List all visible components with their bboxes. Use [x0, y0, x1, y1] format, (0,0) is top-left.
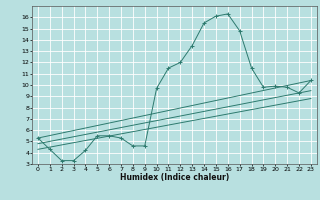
X-axis label: Humidex (Indice chaleur): Humidex (Indice chaleur) [120, 173, 229, 182]
